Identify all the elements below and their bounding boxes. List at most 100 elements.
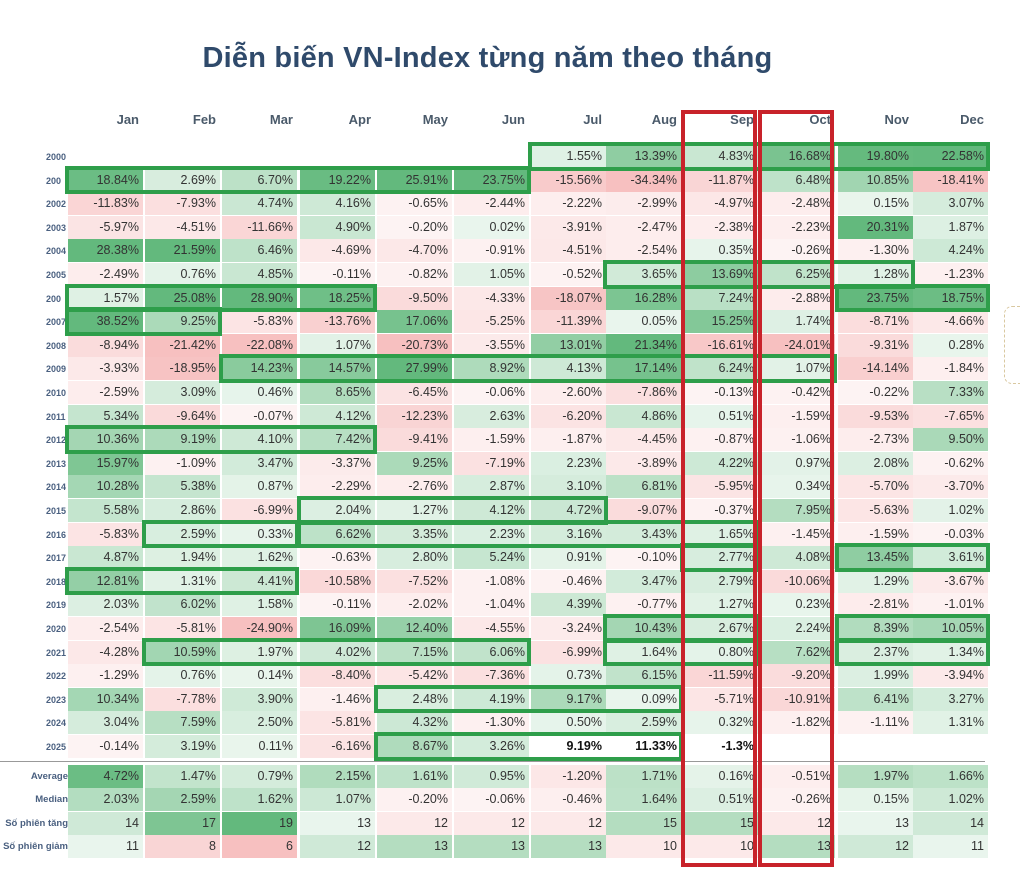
summary-cell: 6 <box>222 835 297 859</box>
row-label-year: 2023 <box>46 694 67 705</box>
heatmap-cell: 13.01% <box>531 333 606 357</box>
heatmap-cell: -2.60% <box>531 381 606 404</box>
heatmap-cell: 16.09% <box>300 617 375 640</box>
heatmap-cell: 3.47% <box>606 569 681 593</box>
heatmap-cell: 14.57% <box>300 357 375 381</box>
column-header-nov: Nov <box>884 112 909 127</box>
row-label-year: 2008 <box>46 340 67 351</box>
heatmap-cell: 16.28% <box>606 286 681 310</box>
heatmap-cell: -4.69% <box>300 239 375 263</box>
heatmap-cell: 1.55% <box>531 145 606 168</box>
heatmap-cell: -18.95% <box>145 357 220 381</box>
row-label-year: 2018 <box>46 576 67 587</box>
heatmap-cell: 0.35% <box>683 239 758 263</box>
heatmap-cell: 0.23% <box>760 593 835 617</box>
summary-cell: -0.06% <box>454 788 529 812</box>
heatmap-cell: 4.85% <box>222 263 297 286</box>
heatmap-cell: -5.95% <box>683 475 758 499</box>
heatmap-cell: -0.13% <box>683 381 758 404</box>
heatmap-cell: 10.05% <box>913 617 988 640</box>
heatmap-cell: 6.62% <box>300 522 375 546</box>
heatmap-cell: 1.65% <box>683 522 758 546</box>
heatmap-cell: 4.02% <box>300 640 375 664</box>
summary-cell: 12 <box>300 835 375 859</box>
summary-cell: 1.66% <box>913 764 988 788</box>
heatmap-cell: -18.07% <box>531 286 606 310</box>
row-label-year: 2005 <box>46 270 67 280</box>
heatmap-cell: 0.46% <box>222 381 297 404</box>
heatmap-cell: 4.86% <box>606 404 681 428</box>
heatmap-cell: -1.59% <box>838 522 913 546</box>
heatmap-cell: 4.90% <box>300 215 375 239</box>
heatmap-cell: 13.69% <box>683 263 758 286</box>
heatmap-cell: 2.86% <box>145 499 220 522</box>
row-label-year: 2000 <box>46 152 67 162</box>
heatmap-cell: -0.63% <box>300 546 375 570</box>
heatmap-cell: -24.01% <box>760 333 835 357</box>
column-header-aug: Aug <box>651 112 677 127</box>
summary-cell: 0.16% <box>683 764 758 788</box>
heatmap-cell: -0.46% <box>531 569 606 593</box>
heatmap-cell: 4.83% <box>683 145 758 168</box>
heatmap-cell <box>377 145 452 168</box>
heatmap-cell: 21.59% <box>145 239 220 263</box>
heatmap-cell: 0.91% <box>531 546 606 570</box>
heatmap-cell <box>760 735 835 758</box>
heatmap-cell: -3.94% <box>913 664 988 688</box>
heatmap-cell: 12.81% <box>68 569 143 593</box>
heatmap-cell: 28.38% <box>68 239 143 263</box>
summary-cell: 13 <box>454 835 529 859</box>
heatmap-cell: -1.82% <box>760 711 835 735</box>
heatmap-cell: 25.91% <box>377 168 452 192</box>
heatmap-cell: 9.17% <box>531 687 606 711</box>
summary-cell: 1.02% <box>913 788 988 812</box>
heatmap-cell: 9.19% <box>531 735 606 758</box>
heatmap-cell: -1.59% <box>760 404 835 428</box>
heatmap-cell: 4.13% <box>531 357 606 381</box>
summary-cell: 10 <box>606 835 681 859</box>
heatmap-cell: -15.56% <box>531 168 606 192</box>
heatmap-cell: 0.11% <box>222 735 297 758</box>
heatmap-cell: 20.31% <box>838 215 913 239</box>
heatmap-cell: -3.89% <box>606 451 681 475</box>
heatmap-cell: 10.28% <box>68 475 143 499</box>
heatmap-cell: 2.59% <box>145 522 220 546</box>
row-label-year: 2019 <box>46 600 67 611</box>
heatmap-cell: -0.65% <box>377 192 452 216</box>
heatmap-cell: -2.02% <box>377 593 452 617</box>
heatmap-cell: 6.46% <box>222 239 297 263</box>
heatmap-cell: -5.42% <box>377 664 452 688</box>
heatmap-cell: -16.61% <box>683 333 758 357</box>
heatmap-cell: -0.07% <box>222 404 297 428</box>
summary-cell: 0.95% <box>454 764 529 788</box>
heatmap-cell: 2.50% <box>222 711 297 735</box>
heatmap-cell: 7.59% <box>145 711 220 735</box>
heatmap-cell: 4.08% <box>760 546 835 570</box>
summary-cell: 4.72% <box>68 764 143 788</box>
heatmap-cell: 6.06% <box>454 640 529 664</box>
heatmap-cell: 6.48% <box>760 168 835 192</box>
heatmap-cell: -7.86% <box>606 381 681 404</box>
heatmap-cell: -11.39% <box>531 310 606 334</box>
heatmap-cell: 3.65% <box>606 263 681 286</box>
heatmap-cell: 6.70% <box>222 168 297 192</box>
heatmap-cell: -20.73% <box>377 333 452 357</box>
heatmap-cell: 1.64% <box>606 640 681 664</box>
summary-cell: 1.97% <box>838 764 913 788</box>
heatmap-cell: 1.87% <box>913 215 988 239</box>
heatmap-cell: 0.32% <box>683 711 758 735</box>
heatmap-cell: 4.72% <box>531 499 606 522</box>
heatmap-cell: -6.20% <box>531 404 606 428</box>
heatmap-cell: 2.23% <box>454 522 529 546</box>
heatmap-cell: 9.25% <box>145 310 220 334</box>
heatmap-cell: -0.52% <box>531 263 606 286</box>
summary-cell: 12 <box>838 835 913 859</box>
heatmap-cell <box>838 735 913 758</box>
heatmap-cell: -2.54% <box>606 239 681 263</box>
heatmap-cell: 15.97% <box>68 451 143 475</box>
heatmap-cell: -10.06% <box>760 569 835 593</box>
heatmap-cell <box>300 145 375 168</box>
heatmap-cell: 4.22% <box>683 451 758 475</box>
heatmap-cell: -9.53% <box>838 404 913 428</box>
summary-cell: 13 <box>838 811 913 835</box>
